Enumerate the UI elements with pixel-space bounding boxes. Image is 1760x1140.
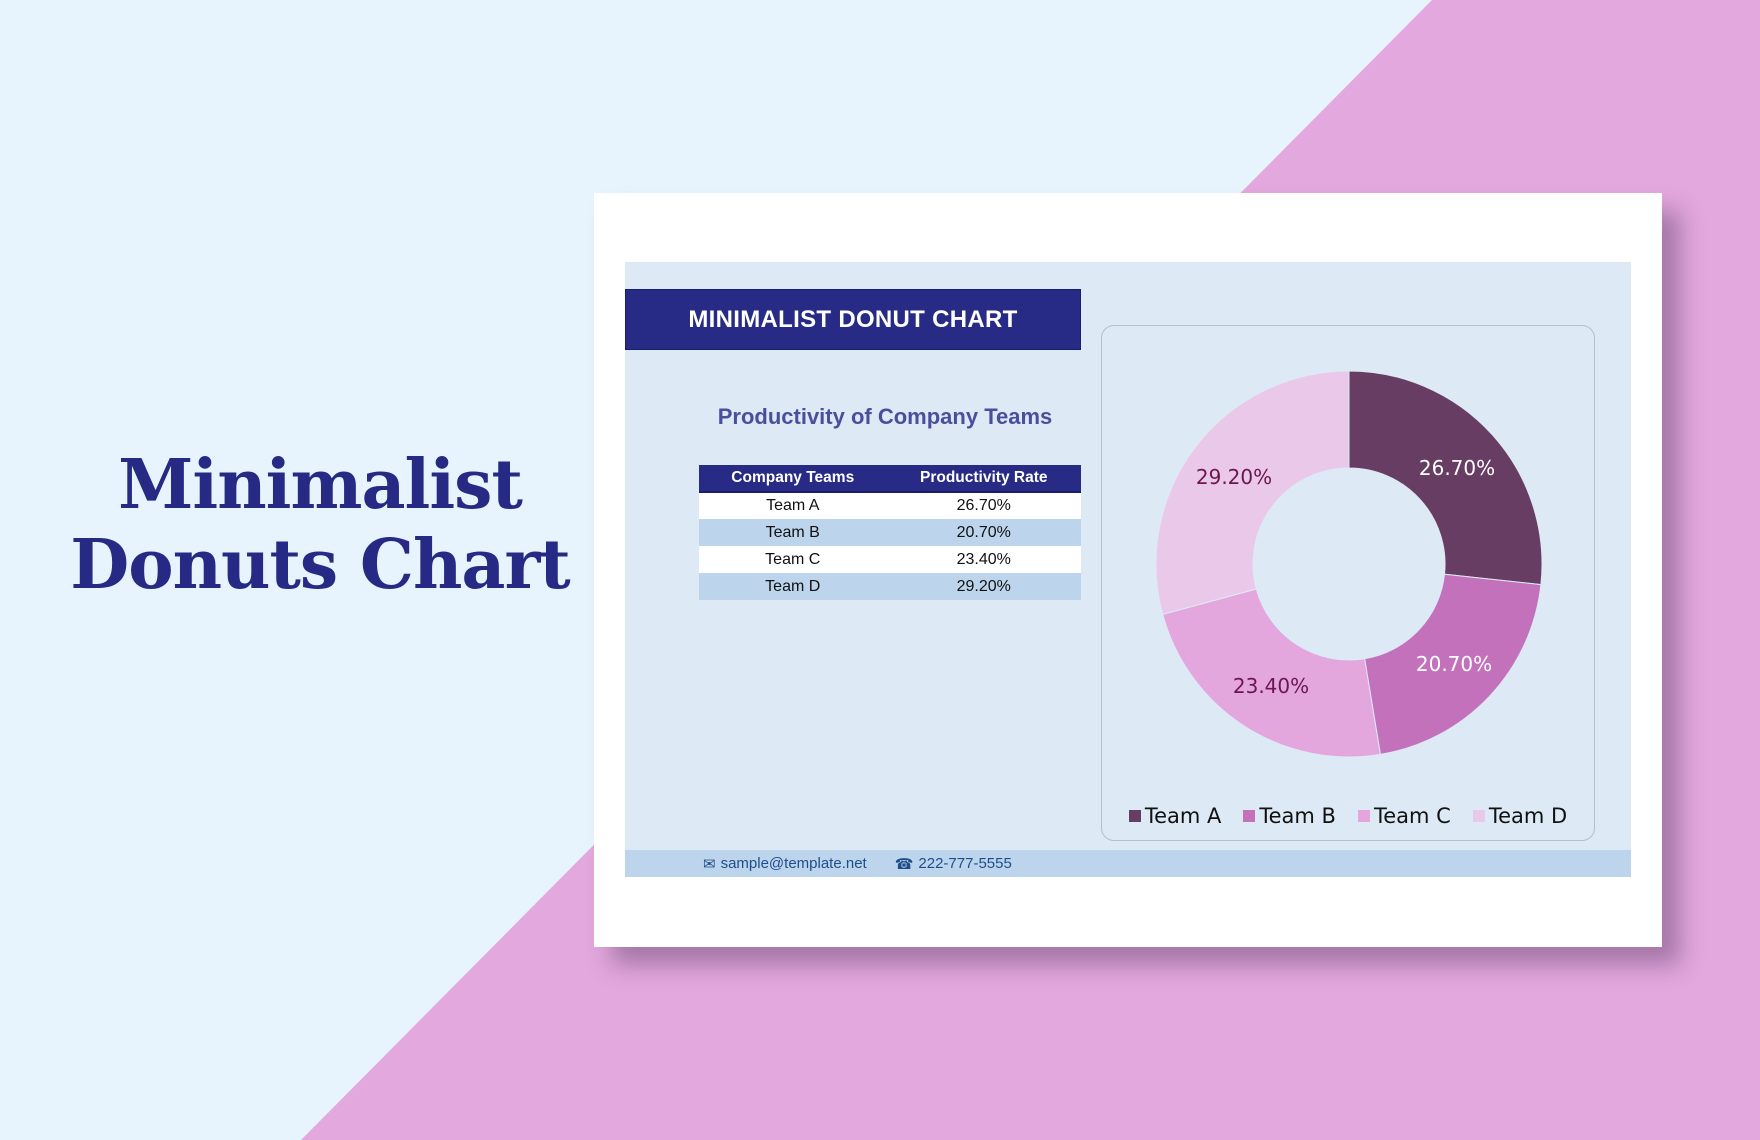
donut-chart[interactable]: 26.70% 20.70% 23.40% 29.20% Team A Team … [1101, 325, 1595, 841]
legend-item-team-d[interactable]: Team D [1472, 804, 1568, 828]
contact-footer: ✉ sample@template.net ☎ 222-777-5555 [625, 850, 1631, 877]
table-subtitle: Productivity of Company Teams [717, 404, 1053, 429]
label-team-c: 23.40% [1232, 674, 1310, 698]
slice-team-b[interactable] [1364, 573, 1542, 755]
cell-team[interactable]: Team A [699, 492, 887, 519]
legend-swatch-icon [1243, 810, 1256, 822]
legend-label: Team B [1259, 804, 1336, 828]
sheet-panel: MINIMALIST DONUT CHART Productivity of C… [625, 262, 1631, 877]
cell-rate[interactable]: 26.70% [886, 492, 1081, 519]
footer-email[interactable]: ✉ sample@template.net [703, 855, 867, 873]
phone-text: 222-777-5555 [918, 855, 1012, 872]
telephone-icon: ☎ [894, 855, 914, 873]
slice-team-c[interactable] [1162, 588, 1381, 758]
cell-rate[interactable]: 29.20% [886, 573, 1081, 600]
spreadsheet-card: MINIMALIST DONUT CHART Productivity of C… [594, 193, 1662, 947]
label-team-d: 29.20% [1195, 465, 1273, 489]
table-row: Team D 29.20% [699, 573, 1081, 600]
label-team-b: 20.70% [1415, 652, 1493, 676]
cell-team[interactable]: Team C [699, 546, 887, 573]
legend-label: Team C [1373, 804, 1451, 828]
legend-item-team-b[interactable]: Team B [1243, 804, 1336, 828]
hero-title-line1: Minimalist [118, 445, 523, 525]
legend-item-team-c[interactable]: Team C [1357, 804, 1451, 828]
slice-team-a[interactable] [1348, 370, 1543, 586]
legend-label: Team A [1144, 804, 1222, 828]
legend-label: Team D [1488, 804, 1568, 828]
legend-swatch-icon [1128, 810, 1141, 822]
header-company-teams[interactable]: Company Teams [699, 465, 887, 493]
footer-phone[interactable]: ☎ 222-777-5555 [895, 855, 1012, 873]
header-productivity-rate[interactable]: Productivity Rate [886, 465, 1081, 493]
hero-title-line2: Donuts Chart [70, 525, 570, 605]
legend-swatch-icon [1472, 810, 1485, 822]
cell-team[interactable]: Team B [699, 519, 887, 546]
table-header-row: Company Teams Productivity Rate [699, 465, 1081, 493]
slice-team-d[interactable] [1155, 370, 1350, 616]
table-row: Team A 26.70% [699, 492, 1081, 519]
hero-title: Minimalist Donuts Chart [60, 445, 580, 605]
table-row: Team C 23.40% [699, 546, 1081, 573]
cell-rate[interactable]: 23.40% [886, 546, 1081, 573]
legend-swatch-icon [1357, 810, 1370, 822]
email-text: sample@template.net [720, 855, 867, 872]
chart-legend: Team A Team B Team C Team D [1102, 804, 1594, 828]
envelope-icon: ✉ [703, 855, 716, 873]
label-team-a: 26.70% [1418, 456, 1496, 480]
banner-title: MINIMALIST DONUT CHART [625, 289, 1081, 350]
table-row: Team B 20.70% [699, 519, 1081, 546]
donut-svg [1155, 370, 1543, 758]
cell-team[interactable]: Team D [699, 573, 887, 600]
cell-rate[interactable]: 20.70% [886, 519, 1081, 546]
legend-item-team-a[interactable]: Team A [1128, 804, 1222, 828]
data-table: Company Teams Productivity Rate Team A 2… [699, 465, 1081, 600]
